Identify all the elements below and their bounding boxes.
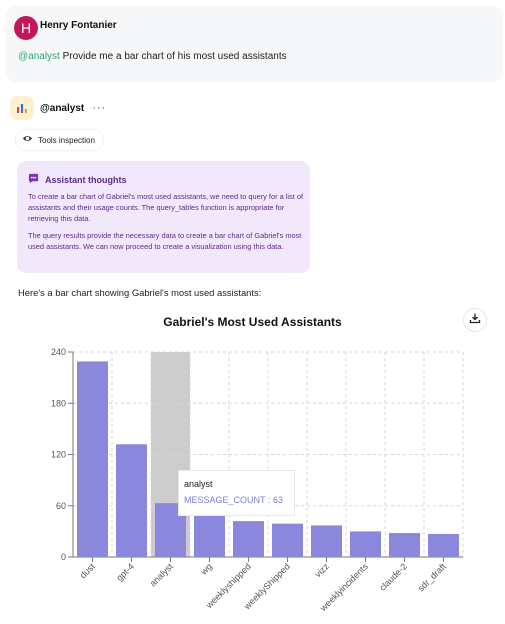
thoughts-title: Assistant thoughts: [45, 175, 127, 185]
x-tick-label: claude-2: [377, 561, 408, 592]
tooltip-label: analyst: [184, 479, 213, 489]
user-message-text: @analyst Provide me a bar chart of his m…: [18, 51, 287, 62]
chart-title: Gabriel's Most Used Assistants: [163, 315, 342, 329]
download-icon: [469, 311, 481, 329]
x-tick-label: analyst: [148, 561, 176, 589]
user-avatar: H: [14, 16, 38, 40]
user-message: H Henry Fontanier @analyst Provide me a …: [6, 6, 503, 82]
bar: [116, 444, 147, 557]
eye-icon: [22, 131, 33, 149]
speech-bubble-icon: [28, 171, 39, 189]
chart-tooltip: analyst MESSAGE_COUNT : 63: [178, 470, 295, 516]
thoughts-header: Assistant thoughts: [28, 171, 127, 189]
x-tick-label: gpt-4: [114, 561, 136, 583]
bar-chart-icon: [10, 96, 34, 120]
y-tick-label: 240: [51, 347, 66, 357]
x-tick-label: wg: [198, 561, 214, 577]
download-button[interactable]: [464, 309, 486, 331]
more-options-icon[interactable]: ···: [92, 102, 107, 114]
tooltip-value: MESSAGE_COUNT : 63: [184, 495, 283, 505]
bar: [233, 521, 264, 557]
bar: [272, 523, 303, 557]
mention-analyst[interactable]: @analyst: [18, 51, 60, 62]
bar: [311, 525, 342, 557]
y-tick-label: 120: [51, 450, 66, 460]
y-tick-label: 60: [56, 501, 66, 511]
y-tick-label: 180: [51, 398, 66, 408]
x-tick-label: sdr_draft: [416, 561, 449, 594]
x-tick-label: vizz: [313, 561, 331, 579]
user-message-body: Provide me a bar chart of his most used …: [59, 51, 287, 62]
tools-inspection-label: Tools inspection: [38, 135, 95, 145]
bar: [194, 510, 225, 557]
assistant-thoughts-panel: Assistant thoughts To create a bar chart…: [17, 161, 310, 273]
tools-inspection-button[interactable]: Tools inspection: [16, 130, 103, 150]
thoughts-paragraph-1: To create a bar chart of Gabriel's most …: [28, 192, 303, 223]
thoughts-paragraph-2: The query results provide the necessary …: [28, 231, 302, 251]
assistant-header: @analyst ···: [10, 96, 106, 120]
x-tick-label: dust: [78, 561, 97, 580]
response-intro: Here's a bar chart showing Gabriel's mos…: [18, 287, 262, 298]
bar: [428, 533, 459, 557]
user-name: Henry Fontanier: [40, 20, 117, 31]
bar: [350, 531, 381, 557]
bar: [77, 361, 108, 557]
assistant-name: @analyst: [40, 102, 85, 114]
bar: [389, 533, 420, 557]
y-tick-label: 0: [61, 552, 66, 562]
